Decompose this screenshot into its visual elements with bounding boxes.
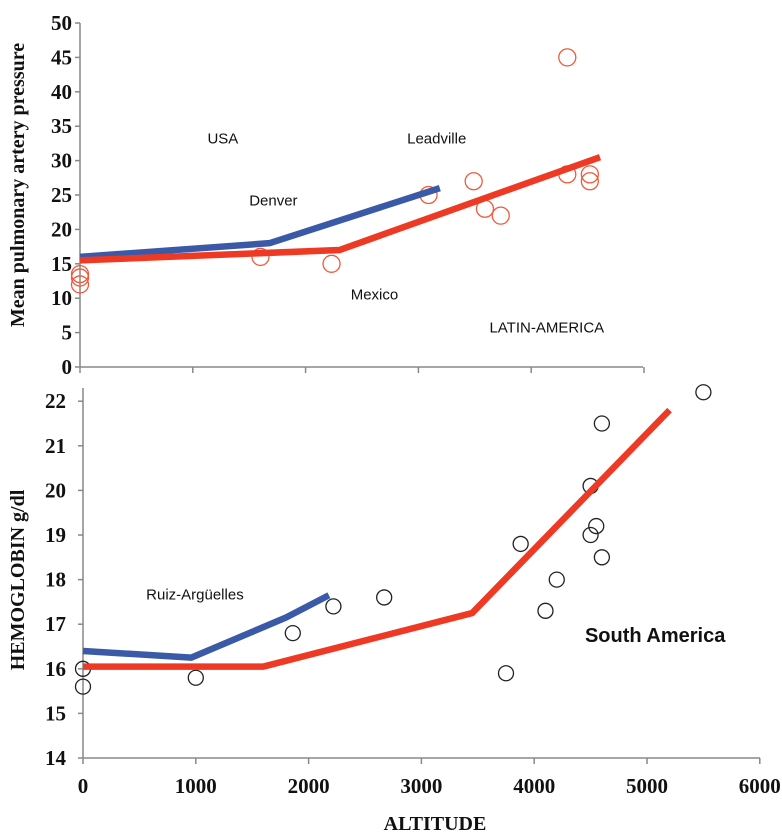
y-tick-label: 40 xyxy=(51,80,72,104)
blue-trend-line xyxy=(79,185,441,261)
data-point xyxy=(70,275,90,294)
annotation-label: South America xyxy=(585,625,726,647)
annotation-label: Mexico xyxy=(351,287,399,304)
y-tick-label: 20 xyxy=(51,217,72,241)
y-tick-label: 14 xyxy=(45,746,67,770)
x-tick-label: 0 xyxy=(78,774,89,798)
data-point xyxy=(70,264,90,284)
x-tick-label: 1000 xyxy=(175,774,217,798)
data-point xyxy=(74,678,92,695)
y-axis-title: HEMOGLOBIN g/dl xyxy=(7,489,29,670)
data-point xyxy=(284,624,301,642)
y-tick-label: 45 xyxy=(51,45,72,69)
y-tick-label: 5 xyxy=(62,321,73,345)
data-point xyxy=(376,589,393,606)
data-point xyxy=(70,268,90,287)
annotation-label: Leadville xyxy=(407,130,466,147)
y-tick-label: 17 xyxy=(45,612,66,636)
x-tick-label: 6000 xyxy=(739,774,781,798)
data-point xyxy=(464,172,483,191)
y-tick-label: 21 xyxy=(45,434,66,458)
y-tick-label: 35 xyxy=(51,114,72,138)
y-tick-label: 19 xyxy=(45,523,66,547)
annotation-label: USA xyxy=(207,130,238,147)
annotation-label: LATIN-AMERICA xyxy=(489,320,604,337)
data-point xyxy=(580,165,600,184)
x-axis-title: ALTITUDE xyxy=(384,813,487,834)
data-point xyxy=(491,206,510,225)
red-trend-line xyxy=(79,154,602,264)
red-trend-line xyxy=(83,407,672,670)
y-tick-label: 16 xyxy=(45,657,66,681)
data-point xyxy=(187,669,204,686)
data-point xyxy=(325,598,342,615)
x-tick-label: 2000 xyxy=(288,774,330,798)
annotation-label: Denver xyxy=(249,192,297,209)
y-tick-label: 20 xyxy=(45,478,66,502)
data-point xyxy=(593,415,611,432)
y-tick-label: 50 xyxy=(51,11,72,35)
y-tick-label: 30 xyxy=(51,149,72,173)
y-axis-title: Mean pulmonary artery pressure xyxy=(7,43,29,327)
x-tick-label: 3000 xyxy=(400,774,442,798)
data-point xyxy=(548,571,565,588)
data-point xyxy=(588,517,605,535)
y-tick-label: 22 xyxy=(45,389,66,413)
hemoglobin-chart: 14 15 16 17 18 19 20 21 22 0 1000 2000 3000 4000 5000 6… xyxy=(7,384,781,834)
data-point xyxy=(695,384,712,401)
y-tick-label: 0 xyxy=(62,355,73,379)
data-point xyxy=(251,247,270,267)
data-point xyxy=(512,535,529,553)
pulmonary-pressure-chart: 0 5 10 15 20 25 30 35 40 45 50 Mean pulmonary arter… xyxy=(7,11,645,379)
y-tick-label: 25 xyxy=(51,183,72,207)
y-tick-label: 18 xyxy=(45,568,66,592)
y-tick-label: 10 xyxy=(51,286,72,310)
data-point xyxy=(582,526,599,544)
annotation-label: Ruiz-Argüelles xyxy=(146,587,244,604)
data-point xyxy=(322,254,341,273)
data-point xyxy=(593,549,611,566)
x-tick-label: 5000 xyxy=(626,774,668,798)
y-tick-label: 15 xyxy=(45,701,66,725)
x-tick-label: 4000 xyxy=(513,774,555,798)
data-point xyxy=(558,48,577,67)
blue-trend-line xyxy=(82,592,331,661)
data-point xyxy=(537,602,554,619)
data-point xyxy=(580,172,600,191)
data-point xyxy=(497,665,515,682)
y-tick-label: 15 xyxy=(51,252,72,276)
